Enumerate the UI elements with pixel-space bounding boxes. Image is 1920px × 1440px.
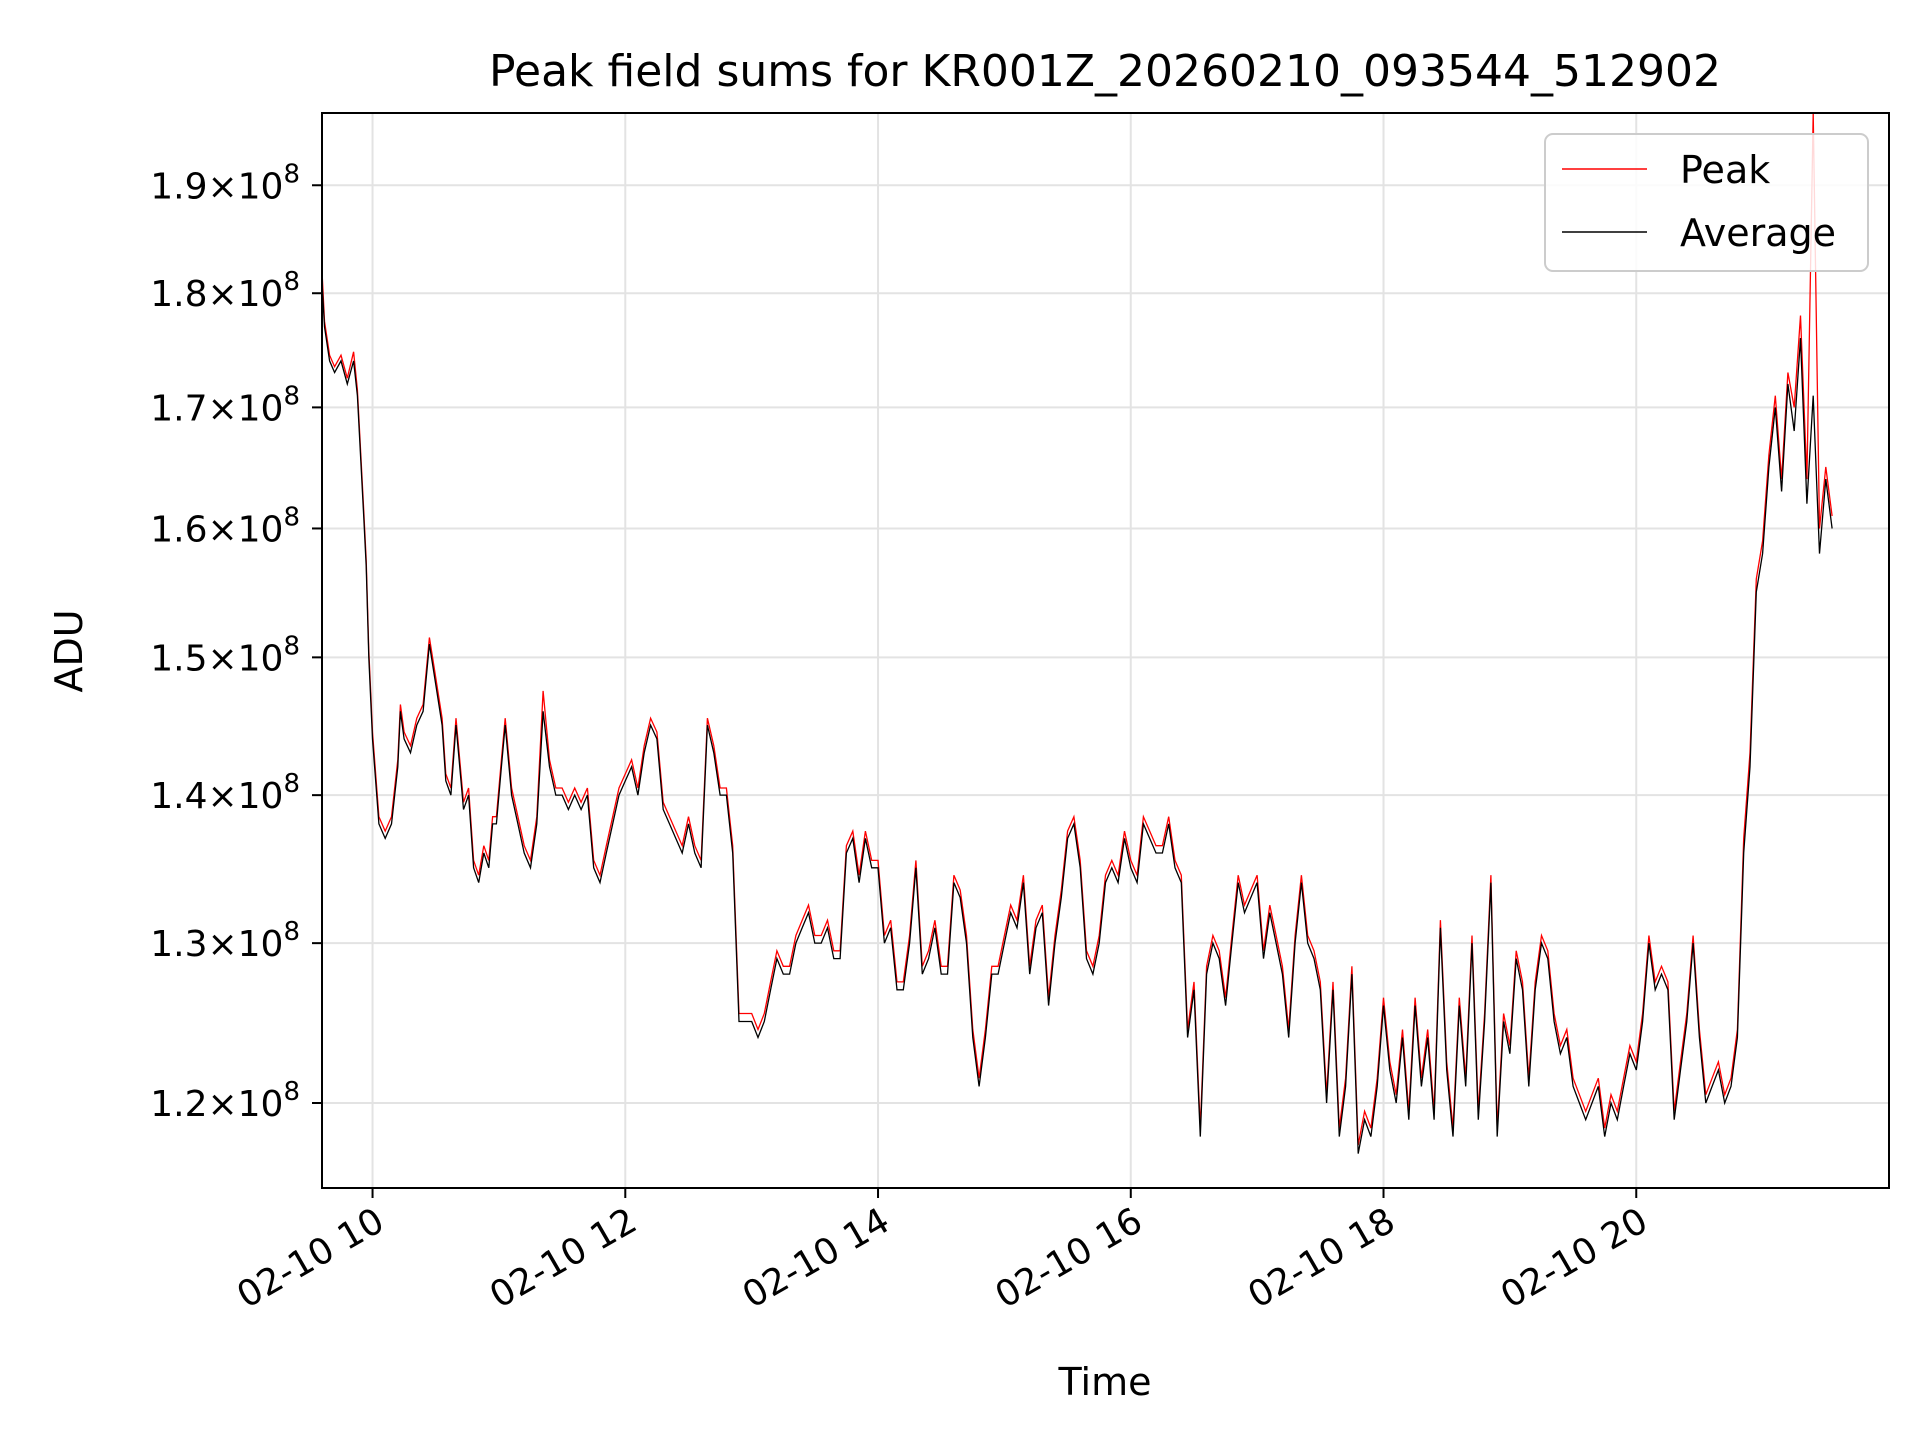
x-axis-label: Time: [1058, 1360, 1152, 1404]
plot-area: [322, 113, 1833, 1154]
legend-label-peak: Peak: [1680, 148, 1770, 192]
legend: Peak Average: [1544, 133, 1869, 272]
grid: [322, 113, 1889, 1188]
y-tick-label: 1.3×108: [150, 917, 300, 965]
series-line-average: [322, 282, 1833, 1154]
y-tick-label: 1.9×108: [150, 159, 300, 207]
y-tick-label: 1.5×108: [150, 631, 300, 679]
series-line-peak: [322, 113, 1833, 1146]
y-tick-label: 1.4×108: [150, 769, 300, 817]
legend-label-average: Average: [1680, 211, 1836, 255]
y-tick-label: 1.8×108: [150, 267, 300, 315]
y-tick-label: 1.6×108: [150, 502, 300, 550]
y-axis-label: ADU: [47, 609, 91, 692]
y-axis: 1.2×108 1.3×108 1.4×108 1.5×108 1.6×108 1.7×1…: [150, 159, 322, 1125]
y-tick-label: 1.2×108: [150, 1077, 300, 1125]
plot-frame: [321, 112, 1890, 1189]
chart-title: Peak field sums for KR001Z_20260210_0935…: [489, 46, 1721, 97]
y-tick-label: 1.7×108: [150, 381, 300, 429]
